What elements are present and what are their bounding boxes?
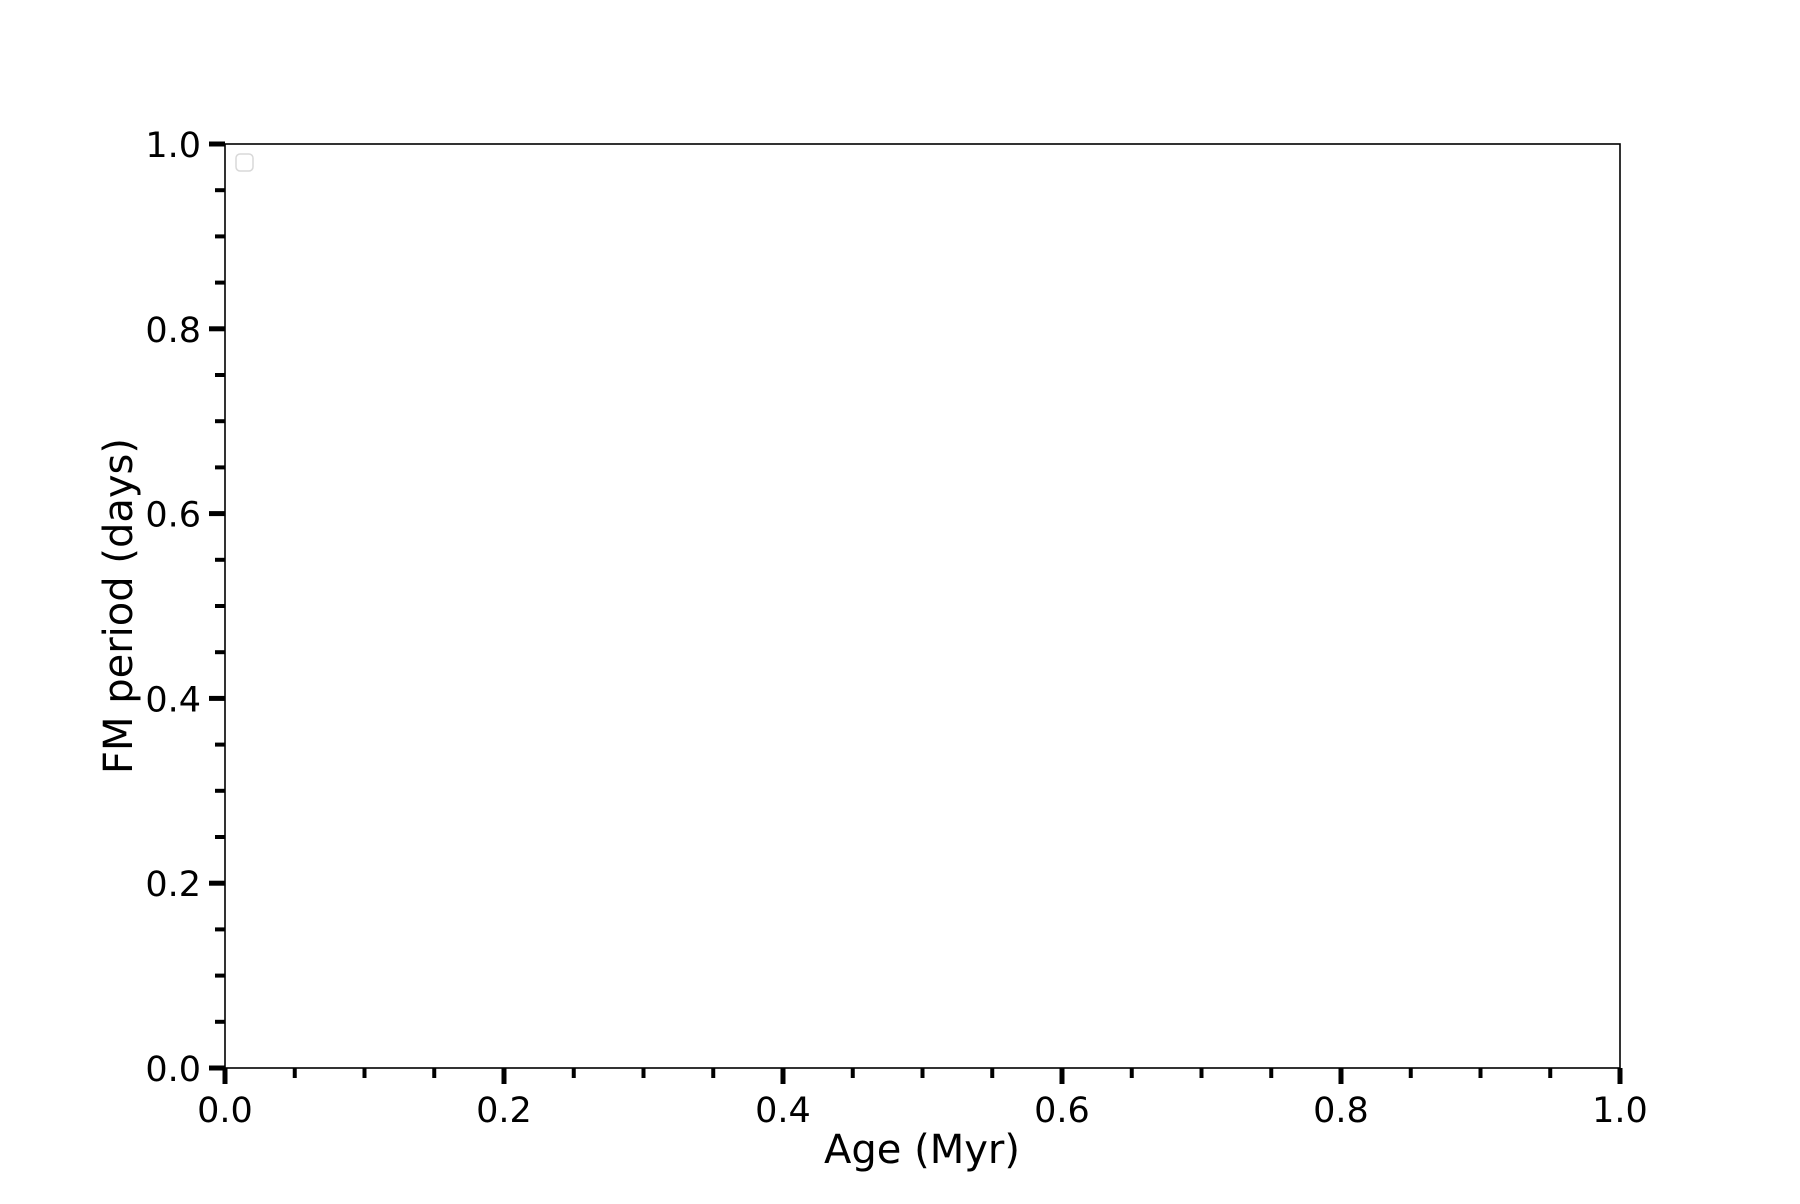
y-tick-label: 0.6 xyxy=(145,496,201,536)
x-tick-label: 1.0 xyxy=(1592,1091,1648,1131)
y-tick-label: 0.2 xyxy=(145,865,201,905)
x-tick-label: 0.0 xyxy=(197,1091,253,1131)
plot-area xyxy=(224,143,1621,1069)
x-tick-label: 0.2 xyxy=(476,1091,532,1131)
y-tick-label: 0.8 xyxy=(145,311,201,351)
x-axis-label: Age (Myr) xyxy=(824,1127,1020,1173)
legend-box xyxy=(235,153,254,172)
x-tick-label: 0.6 xyxy=(1034,1091,1090,1131)
y-tick-label: 0.0 xyxy=(145,1050,201,1090)
x-tick-label: 0.8 xyxy=(1313,1091,1369,1131)
x-tick-label: 0.4 xyxy=(755,1091,811,1131)
y-tick-label: 0.4 xyxy=(145,680,201,720)
y-tick-label: 1.0 xyxy=(145,126,201,166)
y-axis-label: FM period (days) xyxy=(96,438,142,774)
